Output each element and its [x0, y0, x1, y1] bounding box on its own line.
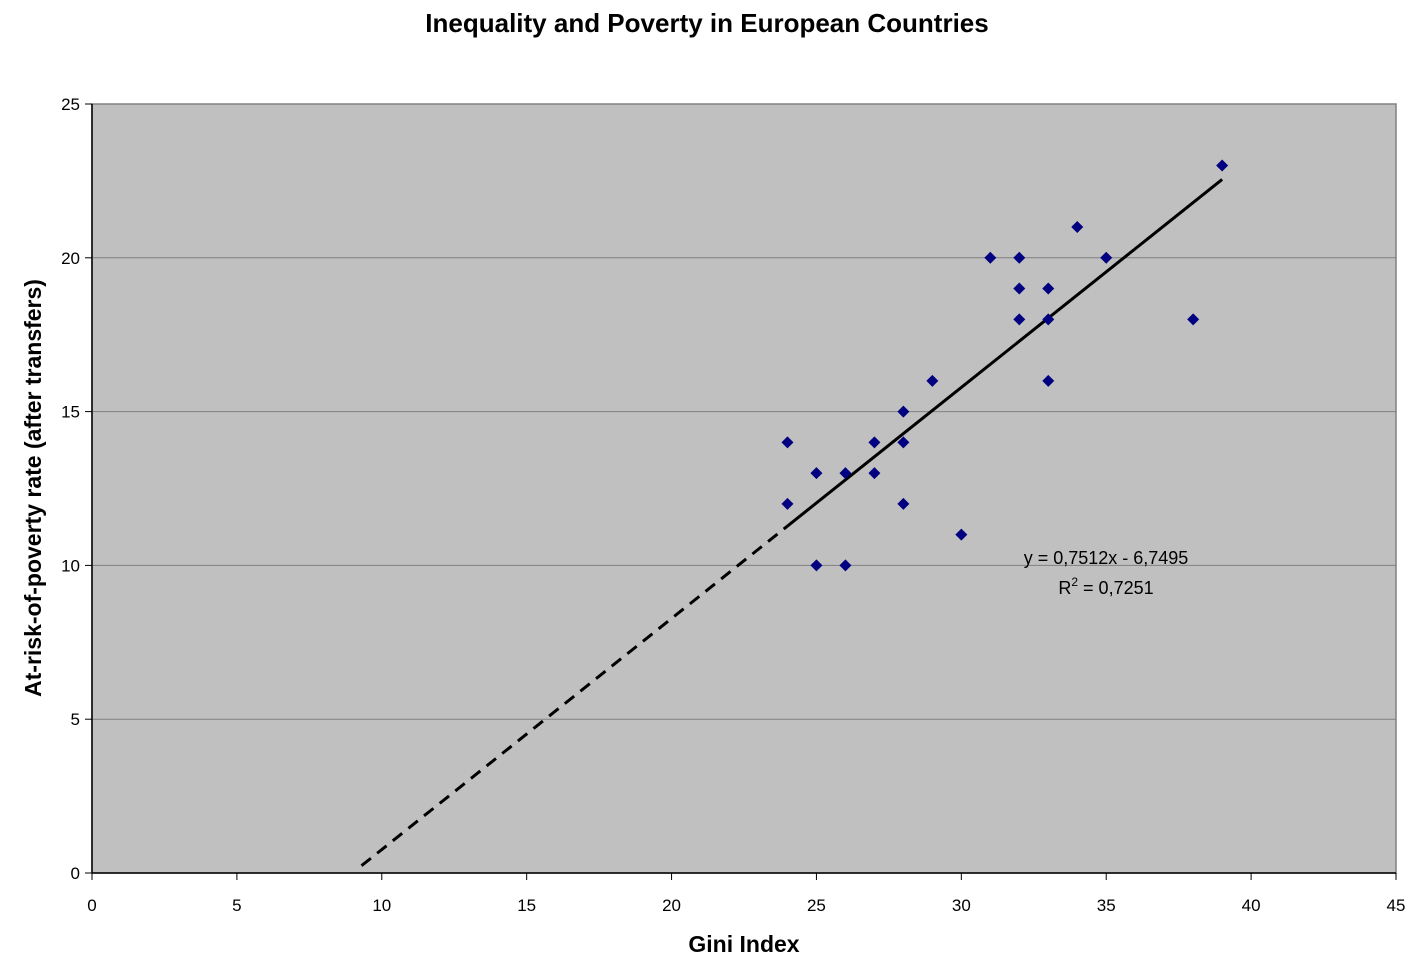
axes	[85, 103, 1397, 880]
data-point-23	[1216, 159, 1229, 172]
trendline-group	[360, 178, 1224, 867]
trendline-solid	[786, 178, 1224, 528]
data-point-11	[926, 374, 939, 387]
trendline-dashed-extension	[360, 524, 789, 867]
chart-title: Inequality and Poverty in European Count…	[425, 8, 988, 38]
data-point-6	[868, 436, 881, 449]
data-point-5	[839, 559, 852, 572]
y-tick-label-10: 10	[61, 556, 80, 575]
x-axis-label: Gini Index	[688, 931, 799, 956]
y-tick-label-0: 0	[71, 864, 80, 883]
y-tick-label-25: 25	[61, 95, 80, 114]
x-tick-label-35: 35	[1097, 896, 1116, 915]
r2-value: = 0,7251	[1078, 578, 1154, 598]
r2-superscript: 2	[1071, 575, 1078, 589]
x-tick-label-25: 25	[807, 896, 826, 915]
data-point-9	[897, 436, 910, 449]
data-point-17	[1042, 282, 1055, 295]
data-point-1	[781, 497, 794, 510]
data-point-19	[1042, 374, 1055, 387]
data-point-8	[897, 405, 910, 418]
trendline-equation: y = 0,7512x - 6,7495	[1024, 548, 1189, 568]
y-axis-label: At-risk-of-poverty rate (after transfers…	[20, 279, 46, 697]
data-point-7	[868, 467, 881, 480]
r2-prefix: R	[1058, 578, 1071, 598]
data-point-4	[839, 467, 852, 480]
data-points	[781, 159, 1229, 572]
x-tick-label-5: 5	[232, 896, 241, 915]
data-point-14	[1013, 251, 1026, 264]
x-tick-label-15: 15	[517, 896, 536, 915]
plot-area	[91, 103, 1397, 874]
data-point-12	[955, 528, 968, 541]
trendline-r-squared: R2 = 0,7251	[1058, 575, 1153, 598]
y-tick-label-5: 5	[71, 710, 80, 729]
x-tick-label-20: 20	[662, 896, 681, 915]
x-tick-label-10: 10	[372, 896, 391, 915]
tick-labels: 0 5 10 15 20 25 0 5 10 15 20 25 30 35 40 45	[61, 95, 1405, 915]
data-point-2	[810, 467, 823, 480]
gridlines	[92, 257, 1396, 720]
data-point-0	[781, 436, 794, 449]
data-point-18	[1042, 313, 1055, 326]
data-point-16	[1013, 313, 1026, 326]
x-tick-label-40: 40	[1242, 896, 1261, 915]
y-tick-label-20: 20	[61, 249, 80, 268]
y-tick-label-15: 15	[61, 403, 80, 422]
x-tick-label-45: 45	[1387, 896, 1406, 915]
data-point-20	[1071, 221, 1084, 234]
x-tick-label-30: 30	[952, 896, 971, 915]
data-point-21	[1100, 251, 1113, 264]
data-point-10	[897, 497, 910, 510]
x-tick-label-0: 0	[87, 896, 96, 915]
data-point-22	[1187, 313, 1200, 326]
data-point-3	[810, 559, 823, 572]
data-point-15	[1013, 282, 1026, 295]
data-point-13	[984, 251, 997, 264]
